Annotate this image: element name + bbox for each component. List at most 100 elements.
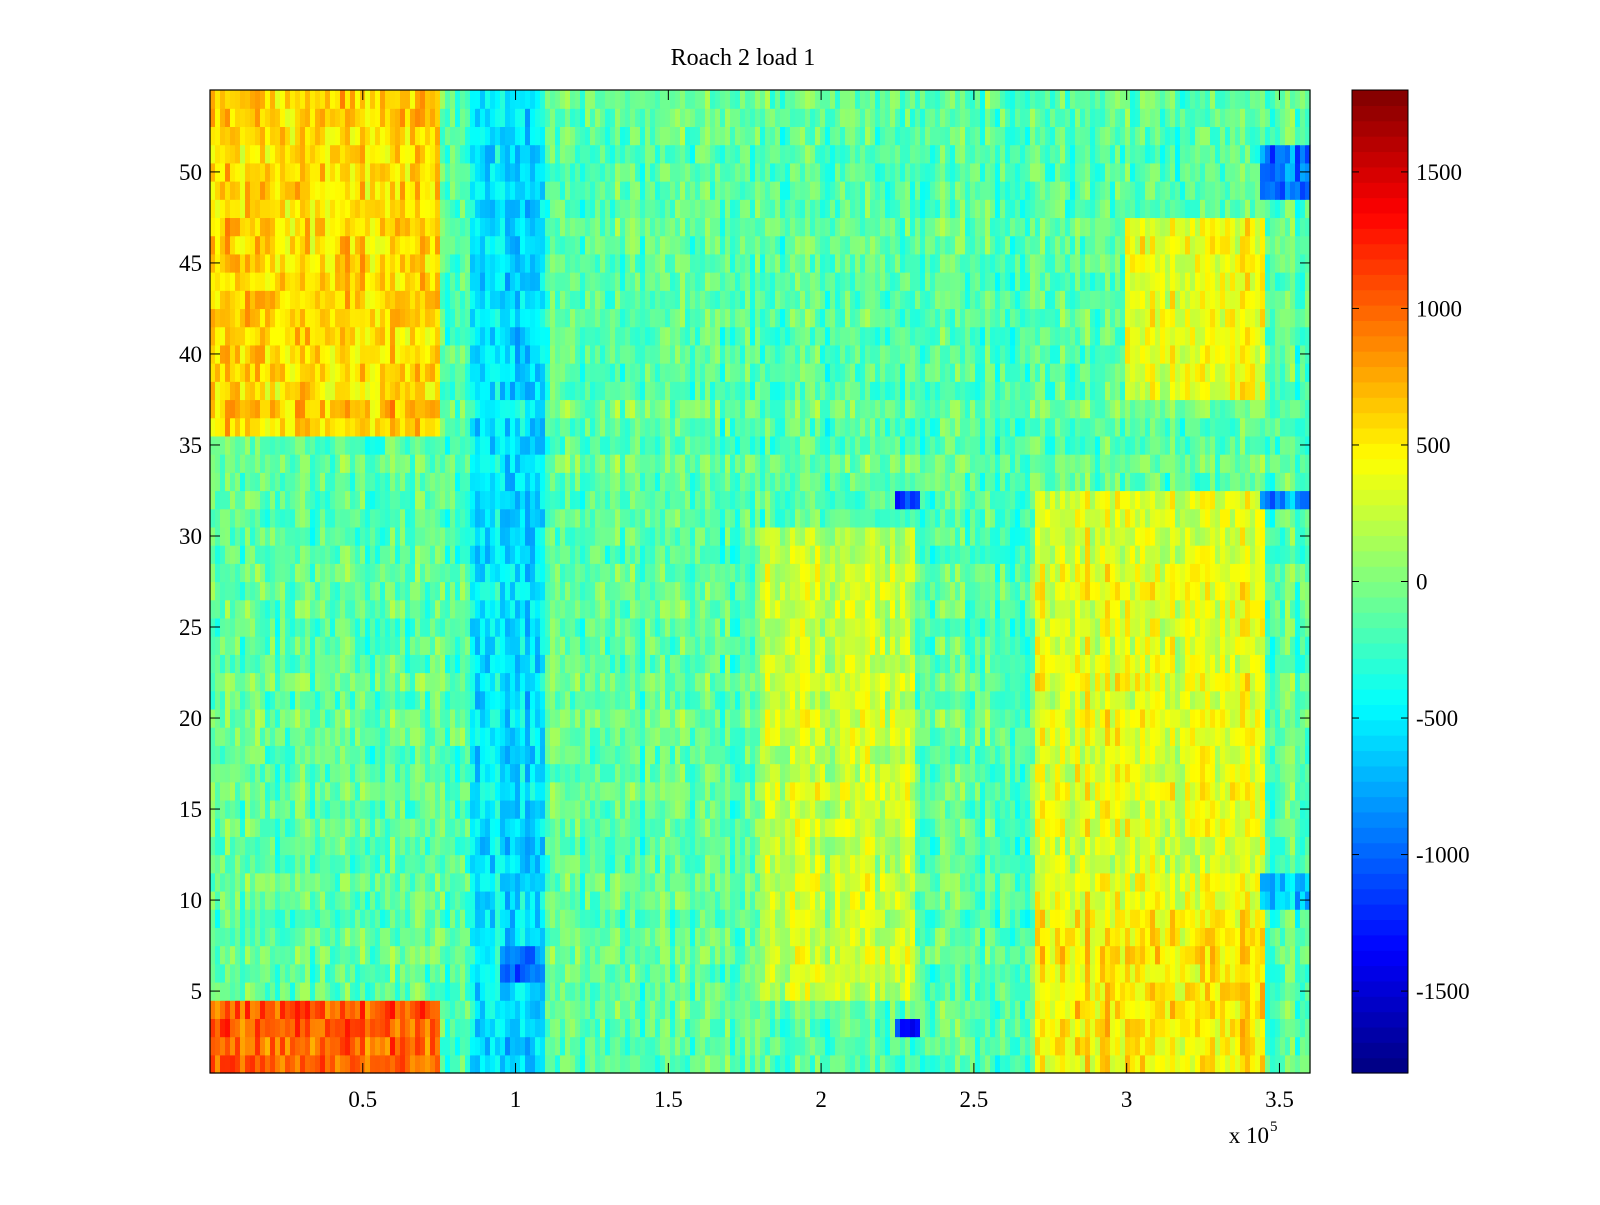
heatmap-cell	[595, 690, 601, 710]
heatmap-cell	[860, 654, 866, 674]
heatmap-cell	[805, 981, 811, 1001]
heatmap-cell	[735, 654, 741, 674]
heatmap-cell	[1240, 708, 1246, 728]
heatmap-cell	[275, 890, 281, 910]
heatmap-cell	[705, 1000, 711, 1019]
heatmap-cell	[315, 981, 321, 1001]
heatmap-cell	[1210, 927, 1216, 947]
heatmap-cell	[395, 1000, 401, 1019]
heatmap-cell	[1085, 745, 1091, 765]
heatmap-cell	[1235, 745, 1241, 765]
heatmap-cell	[865, 854, 871, 874]
heatmap-cell	[1090, 909, 1096, 928]
heatmap-cell	[555, 981, 561, 1001]
heatmap-cell	[965, 945, 971, 965]
heatmap-cell	[900, 1054, 906, 1074]
heatmap-cell	[1305, 963, 1311, 983]
heatmap-cell	[910, 854, 916, 874]
heatmap-cell	[1010, 1000, 1016, 1019]
heatmap-cell	[360, 981, 366, 1001]
heatmap-cell	[1115, 818, 1121, 837]
heatmap-cell	[915, 963, 921, 983]
heatmap-cell	[925, 781, 931, 801]
heatmap-cell	[780, 727, 786, 746]
heatmap-cell	[705, 836, 711, 856]
heatmap-cell	[1175, 727, 1181, 746]
heatmap-cell	[590, 727, 596, 746]
heatmap-cell	[265, 963, 271, 983]
heatmap-cell	[1035, 727, 1041, 746]
heatmap-cell	[1090, 1018, 1096, 1038]
heatmap-cell	[900, 708, 906, 728]
heatmap-cell	[615, 854, 621, 874]
heatmap-cell	[1150, 927, 1156, 947]
heatmap-cell	[980, 1000, 986, 1019]
heatmap-cell	[950, 836, 956, 856]
heatmap-cell	[450, 927, 456, 947]
heatmap-cell	[235, 927, 241, 947]
heatmap-cell	[705, 781, 711, 801]
heatmap-cell	[325, 818, 331, 837]
heatmap-cell	[725, 872, 731, 892]
heatmap-cell	[1160, 672, 1166, 692]
heatmap-cell	[975, 963, 981, 983]
heatmap-cell	[905, 763, 911, 783]
heatmap-cell	[795, 854, 801, 874]
heatmap-cell	[1225, 981, 1231, 1001]
heatmap-cell	[955, 708, 961, 728]
heatmap-cell	[670, 672, 676, 692]
heatmap-cell	[395, 672, 401, 692]
heatmap-cell	[720, 672, 726, 692]
heatmap-cell	[285, 1000, 291, 1019]
heatmap-cell	[1170, 872, 1176, 892]
heatmap-cell	[270, 1000, 276, 1019]
heatmap-cell	[425, 781, 431, 801]
heatmap-cell	[225, 690, 231, 710]
heatmap-cell	[945, 672, 951, 692]
heatmap-cell	[940, 708, 946, 728]
heatmap-cell	[470, 854, 476, 874]
heatmap-cell	[910, 654, 916, 674]
heatmap-cell	[920, 818, 926, 837]
heatmap-cell	[380, 654, 386, 674]
heatmap-cell	[390, 1018, 396, 1038]
heatmap-cell	[655, 708, 661, 728]
heatmap-cell	[460, 854, 466, 874]
heatmap-cell	[1245, 781, 1251, 801]
heatmap-cell	[1285, 854, 1291, 874]
heatmap-cell	[880, 654, 886, 674]
heatmap-cell	[955, 727, 961, 746]
heatmap-cell	[520, 799, 526, 819]
heatmap-cell	[545, 927, 551, 947]
heatmap-cell	[625, 708, 631, 728]
heatmap-cell	[1030, 781, 1036, 801]
heatmap-cell	[225, 818, 231, 837]
heatmap-cell	[880, 818, 886, 837]
heatmap-cell	[690, 799, 696, 819]
heatmap-cell	[1145, 690, 1151, 710]
heatmap-cell	[1085, 763, 1091, 783]
heatmap-cell	[250, 963, 256, 983]
heatmap-cell	[390, 836, 396, 856]
heatmap-cell	[395, 799, 401, 819]
heatmap-cell	[880, 981, 886, 1001]
heatmap-cell	[1280, 981, 1286, 1001]
heatmap-cell	[765, 927, 771, 947]
heatmap-cell	[995, 745, 1001, 765]
heatmap-cell	[780, 1054, 786, 1074]
heatmap-cell	[465, 836, 471, 856]
heatmap-cell	[480, 945, 486, 965]
heatmap-cell	[420, 890, 426, 910]
heatmap-cell	[615, 836, 621, 856]
heatmap-cell	[240, 945, 246, 965]
heatmap-cell	[1290, 708, 1296, 728]
heatmap-cell	[810, 818, 816, 837]
heatmap-cell	[335, 836, 341, 856]
heatmap-cell	[795, 872, 801, 892]
heatmap-cell	[965, 708, 971, 728]
heatmap-cell	[315, 690, 321, 710]
heatmap-cell	[690, 1000, 696, 1019]
heatmap-cell	[1000, 909, 1006, 928]
heatmap-cell	[900, 799, 906, 819]
heatmap-cell	[725, 945, 731, 965]
